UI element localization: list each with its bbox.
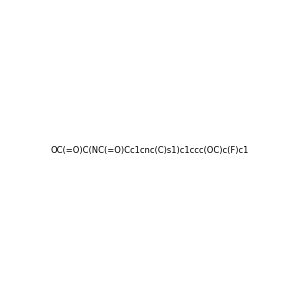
Text: OC(=O)C(NC(=O)Cc1cnc(C)s1)c1ccc(OC)c(F)c1: OC(=O)C(NC(=O)Cc1cnc(C)s1)c1ccc(OC)c(F)c… bbox=[51, 146, 249, 154]
